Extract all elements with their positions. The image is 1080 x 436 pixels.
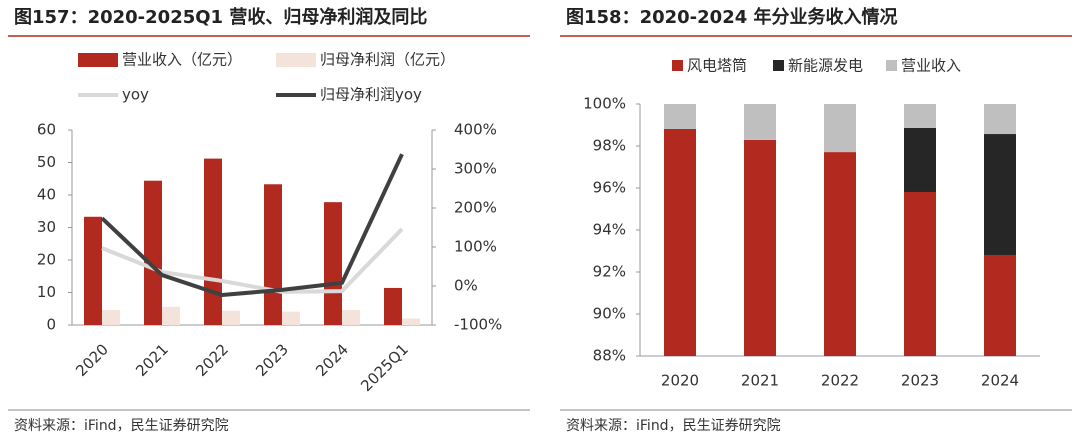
x-tick-label: 2023 <box>901 372 939 390</box>
y-tick-label: 0 <box>46 316 56 334</box>
bar <box>144 180 162 325</box>
bar <box>282 311 300 325</box>
line <box>100 153 404 297</box>
y-tick-label: 10 <box>37 283 56 301</box>
bar <box>84 216 102 325</box>
y-tick-label: 40 <box>37 186 56 204</box>
bar <box>264 184 282 325</box>
chart-title: 图158：2020-2024 年分业务收入情况 <box>566 6 898 28</box>
legend-label: yoy <box>122 86 149 104</box>
y-tick-label: 60 <box>37 121 56 139</box>
bar-segment <box>904 191 936 356</box>
source: 资料来源：iFind，民生证券研究院 <box>14 418 229 434</box>
y-tick-label: 30 <box>37 218 56 236</box>
source: 资料来源：iFind，民生证券研究院 <box>566 418 781 434</box>
legend-swatch <box>78 53 118 67</box>
y2-tick-label: 300% <box>454 160 497 178</box>
bar-segment <box>664 104 696 129</box>
y-tick-label: 92% <box>593 263 626 281</box>
y-tick-label: 88% <box>593 347 626 365</box>
bar-segment <box>664 128 696 356</box>
bar-segment <box>904 127 936 192</box>
legend-label: 风电塔筒 <box>687 57 747 75</box>
x-tick-label: 2020 <box>72 340 112 380</box>
bar-segment <box>984 254 1016 356</box>
bar-segment <box>984 104 1016 135</box>
y-tick-label: 90% <box>593 305 626 323</box>
bar <box>384 287 402 325</box>
bar-segment <box>744 104 776 140</box>
legend-label: 归母净利润yoy <box>320 86 422 104</box>
y2-tick-label: 200% <box>454 199 497 217</box>
bar-segment <box>824 152 856 356</box>
legend-label: 新能源发电 <box>788 57 863 75</box>
bar <box>102 310 120 325</box>
x-tick-label: 2022 <box>821 372 859 390</box>
legend-swatch <box>672 60 683 71</box>
x-tick-label: 2021 <box>132 340 172 380</box>
x-tick-label: 2020 <box>661 372 699 390</box>
y2-tick-label: 100% <box>454 238 497 256</box>
legend-label: 营业收入 <box>901 57 961 75</box>
bar <box>324 202 342 325</box>
legend-label: 归母净利润（亿元） <box>320 51 455 69</box>
bar-segment <box>904 104 936 128</box>
x-tick-label: 2022 <box>192 340 232 380</box>
x-tick-label: 2023 <box>252 340 292 380</box>
bar-segment <box>744 139 776 356</box>
y-tick-label: 94% <box>593 221 626 239</box>
y-tick-label: 20 <box>37 251 56 269</box>
y-tick-label: 98% <box>593 137 626 155</box>
x-tick-label: 2021 <box>741 372 779 390</box>
legend-swatch <box>773 60 784 71</box>
legend-label: 营业收入（亿元） <box>122 51 242 69</box>
legend-swatch <box>276 53 316 67</box>
y2-tick-label: 0% <box>454 277 478 295</box>
legend-swatch <box>886 60 897 71</box>
y2-tick-label: -100% <box>454 316 502 334</box>
x-tick-label: 2024 <box>981 372 1019 390</box>
bar <box>222 310 240 325</box>
chart-title: 图157：2020-2025Q1 营收、归母净利润及同比 <box>14 6 427 28</box>
bar <box>342 310 360 325</box>
x-tick-label: 2025Q1 <box>357 340 412 395</box>
bar-segment <box>984 134 1016 255</box>
y-tick-label: 96% <box>593 179 626 197</box>
bar <box>162 306 180 325</box>
x-tick-label: 2024 <box>312 340 352 380</box>
bar <box>204 158 222 325</box>
y-tick-label: 100% <box>583 95 626 113</box>
bar <box>402 318 420 325</box>
y-tick-label: 50 <box>37 153 56 171</box>
bar-segment <box>824 104 856 153</box>
y2-tick-label: 400% <box>454 121 497 139</box>
